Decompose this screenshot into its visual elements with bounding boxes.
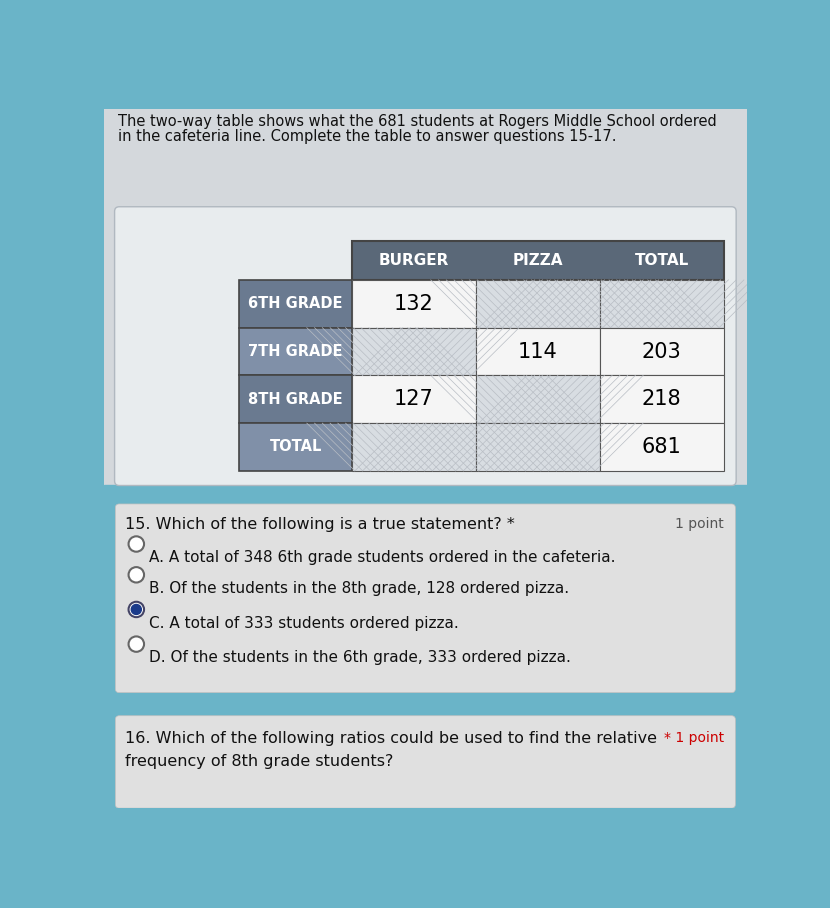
Bar: [352, 280, 476, 328]
Text: B. Of the students in the 8th grade, 128 ordered pizza.: B. Of the students in the 8th grade, 128…: [149, 581, 569, 596]
Text: 114: 114: [518, 341, 558, 361]
Bar: [476, 328, 600, 375]
Bar: [352, 375, 476, 423]
Bar: [239, 375, 352, 423]
Text: A. A total of 348 6th grade students ordered in the cafeteria.: A. A total of 348 6th grade students ord…: [149, 550, 615, 565]
FancyBboxPatch shape: [115, 504, 735, 693]
Bar: [239, 423, 352, 471]
Text: D. Of the students in the 6th grade, 333 ordered pizza.: D. Of the students in the 6th grade, 333…: [149, 650, 570, 666]
Bar: [352, 242, 724, 280]
Text: 7TH GRADE: 7TH GRADE: [248, 344, 343, 359]
Bar: [239, 280, 352, 328]
Bar: [104, 109, 747, 489]
Bar: [104, 687, 747, 719]
Text: 1 point: 1 point: [675, 517, 724, 531]
Circle shape: [129, 537, 144, 552]
Text: C. A total of 333 students ordered pizza.: C. A total of 333 students ordered pizza…: [149, 616, 458, 631]
Text: in the cafeteria line. Complete the table to answer questions 15-17.: in the cafeteria line. Complete the tabl…: [118, 129, 616, 144]
Text: 203: 203: [642, 341, 681, 361]
Text: 15. Which of the following is a true statement? *: 15. Which of the following is a true sta…: [125, 517, 515, 532]
Bar: [352, 328, 476, 375]
Bar: [239, 328, 352, 375]
Bar: [104, 485, 747, 508]
Text: TOTAL: TOTAL: [635, 253, 689, 268]
Text: 218: 218: [642, 390, 681, 410]
Circle shape: [129, 568, 144, 583]
Bar: [352, 423, 476, 471]
Text: 127: 127: [394, 390, 433, 410]
FancyBboxPatch shape: [115, 716, 735, 808]
Circle shape: [129, 637, 144, 652]
Text: 8TH GRADE: 8TH GRADE: [248, 391, 343, 407]
Text: * 1 point: * 1 point: [664, 731, 724, 745]
FancyBboxPatch shape: [115, 207, 736, 486]
Circle shape: [131, 605, 141, 615]
Text: 132: 132: [394, 294, 433, 314]
Text: The two-way table shows what the 681 students at Rogers Middle School ordered: The two-way table shows what the 681 stu…: [118, 114, 716, 129]
Bar: [600, 328, 724, 375]
Bar: [476, 280, 600, 328]
Text: BURGER: BURGER: [378, 253, 449, 268]
Circle shape: [129, 602, 144, 617]
Text: frequency of 8th grade students?: frequency of 8th grade students?: [125, 755, 393, 769]
Text: PIZZA: PIZZA: [512, 253, 563, 268]
Bar: [600, 375, 724, 423]
Bar: [600, 423, 724, 471]
Bar: [600, 280, 724, 328]
Bar: [476, 423, 600, 471]
Text: 16. Which of the following ratios could be used to find the relative: 16. Which of the following ratios could …: [125, 731, 657, 746]
Text: 681: 681: [642, 437, 681, 457]
Text: 6TH GRADE: 6TH GRADE: [248, 296, 343, 311]
Bar: [476, 375, 600, 423]
Text: TOTAL: TOTAL: [270, 439, 322, 455]
